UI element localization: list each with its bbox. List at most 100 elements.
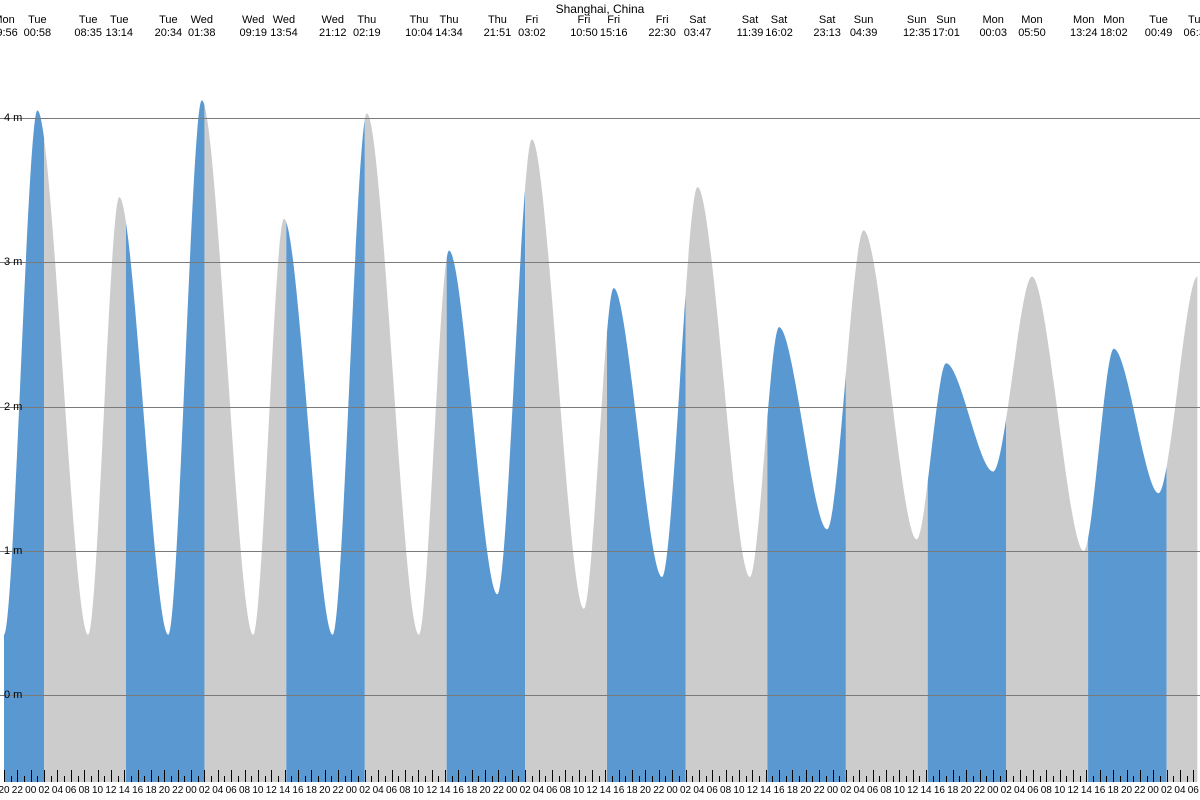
x-axis-tick-minor xyxy=(1013,776,1014,782)
tide-time-label: Thu02:19 xyxy=(349,14,385,40)
x-axis-tick-minor xyxy=(692,776,693,782)
x-axis-tick-major xyxy=(1113,770,1114,782)
x-axis-hour-label: 22 xyxy=(974,785,985,796)
x-axis-tick-minor xyxy=(746,776,747,782)
x-axis-hour-label: 00 xyxy=(1148,785,1159,796)
x-axis-tick-major xyxy=(552,770,553,782)
x-axis-tick-major xyxy=(592,770,593,782)
x-axis-tick-major xyxy=(432,770,433,782)
x-axis-tick-major xyxy=(886,770,887,782)
x-axis-tick-minor xyxy=(118,776,119,782)
x-axis-tick-minor xyxy=(51,776,52,782)
x-axis-hour-label: 22 xyxy=(653,785,664,796)
x-axis-hour-label: 00 xyxy=(827,785,838,796)
x-axis-hour-label: 08 xyxy=(720,785,731,796)
x-axis-hour-label: 20 xyxy=(1121,785,1132,796)
x-axis-hour-label: 06 xyxy=(226,785,237,796)
tide-time-label: Mon05:50 xyxy=(1014,14,1050,40)
x-axis-tick-minor xyxy=(438,776,439,782)
x-axis-tick-minor xyxy=(11,776,12,782)
tide-segment-night xyxy=(928,60,1007,782)
y-axis-label: 3 m xyxy=(4,256,22,268)
x-axis-hour-label: 04 xyxy=(693,785,704,796)
x-axis-tick-minor xyxy=(331,776,332,782)
x-axis-tick-minor xyxy=(1173,776,1174,782)
x-axis-tick-major xyxy=(833,770,834,782)
x-axis-tick-major xyxy=(712,770,713,782)
x-axis-hour-label: 16 xyxy=(613,785,624,796)
x-axis-hour-label: 20 xyxy=(319,785,330,796)
x-axis-tick-major xyxy=(365,770,366,782)
x-axis-tick-major xyxy=(164,770,165,782)
x-axis-tick-minor xyxy=(1120,776,1121,782)
x-axis-tick-minor xyxy=(505,776,506,782)
x-axis-hour-label: 00 xyxy=(667,785,678,796)
x-axis-tick-major xyxy=(445,770,446,782)
x-axis-hour-label: 02 xyxy=(1001,785,1012,796)
x-axis-hour-label: 20 xyxy=(159,785,170,796)
x-axis-hour-label: 14 xyxy=(1081,785,1092,796)
x-axis-hour-label: 10 xyxy=(1054,785,1065,796)
x-axis-hour-label: 12 xyxy=(747,785,758,796)
gridline xyxy=(0,551,1200,552)
x-axis-tick-major xyxy=(619,770,620,782)
x-axis-tick-minor xyxy=(879,776,880,782)
x-axis-tick-major xyxy=(605,770,606,782)
x-axis-tick-minor xyxy=(933,776,934,782)
x-axis-tick-major xyxy=(1006,770,1007,782)
tide-time-label: Tue00:49 xyxy=(1141,14,1177,40)
x-axis-tick-minor xyxy=(144,776,145,782)
x-axis-tick-major xyxy=(539,770,540,782)
x-axis-tick-major xyxy=(124,770,125,782)
x-axis-tick-minor xyxy=(679,776,680,782)
x-axis-tick-minor xyxy=(1187,776,1188,782)
tide-time-label: Sun04:39 xyxy=(846,14,882,40)
tide-segment-day xyxy=(1167,60,1200,782)
x-axis-hour-label: 04 xyxy=(1174,785,1185,796)
tide-segment-night xyxy=(767,60,846,782)
x-axis-hour-label: 12 xyxy=(266,785,277,796)
tide-curve-layer xyxy=(0,0,1200,800)
x-axis-tick-minor xyxy=(1000,776,1001,782)
x-axis-tick-major xyxy=(231,770,232,782)
x-axis-hour-label: 12 xyxy=(426,785,437,796)
x-axis-tick-minor xyxy=(425,776,426,782)
tide-segment-day xyxy=(365,60,447,782)
x-axis-tick-minor xyxy=(1133,776,1134,782)
x-axis-tick-major xyxy=(338,770,339,782)
x-axis-tick-major xyxy=(392,770,393,782)
x-axis-hour-label: 16 xyxy=(292,785,303,796)
x-axis-tick-major xyxy=(1167,770,1168,782)
x-axis-tick-minor xyxy=(518,776,519,782)
tide-fill-group xyxy=(0,60,1200,782)
x-axis-tick-major xyxy=(258,770,259,782)
gridline xyxy=(0,118,1200,119)
y-axis-label: 4 m xyxy=(4,112,22,124)
tide-time-label: Sat23:13 xyxy=(809,14,845,40)
x-axis-tick-minor xyxy=(265,776,266,782)
x-axis-tick-major xyxy=(285,770,286,782)
x-axis-tick-major xyxy=(779,770,780,782)
x-axis-tick-major xyxy=(1086,770,1087,782)
x-axis-tick-major xyxy=(739,770,740,782)
x-axis-tick-major xyxy=(953,770,954,782)
x-axis-tick-minor xyxy=(251,776,252,782)
x-axis-tick-minor xyxy=(786,776,787,782)
tide-segment-day xyxy=(846,60,928,782)
tide-time-label: Sun17:01 xyxy=(928,14,964,40)
x-axis-tick-major xyxy=(525,770,526,782)
x-axis-tick-major xyxy=(966,770,967,782)
tide-time-label: Tue20:34 xyxy=(150,14,186,40)
tide-time-label: Wed21:12 xyxy=(315,14,351,40)
y-axis-label: 1 m xyxy=(4,545,22,557)
x-axis-hour-label: 10 xyxy=(573,785,584,796)
x-axis-hour-label: 12 xyxy=(1067,785,1078,796)
x-axis-tick-minor xyxy=(812,776,813,782)
x-axis-hour-label: 22 xyxy=(333,785,344,796)
x-axis-tick-minor xyxy=(1066,776,1067,782)
tide-segment-night xyxy=(447,60,526,782)
x-axis-tick-minor xyxy=(478,776,479,782)
x-axis-tick-minor xyxy=(278,776,279,782)
tide-chart: Shanghai, China 0 m1 m2 m3 m4 m202200020… xyxy=(0,0,1200,800)
x-axis-tick-minor xyxy=(986,776,987,782)
